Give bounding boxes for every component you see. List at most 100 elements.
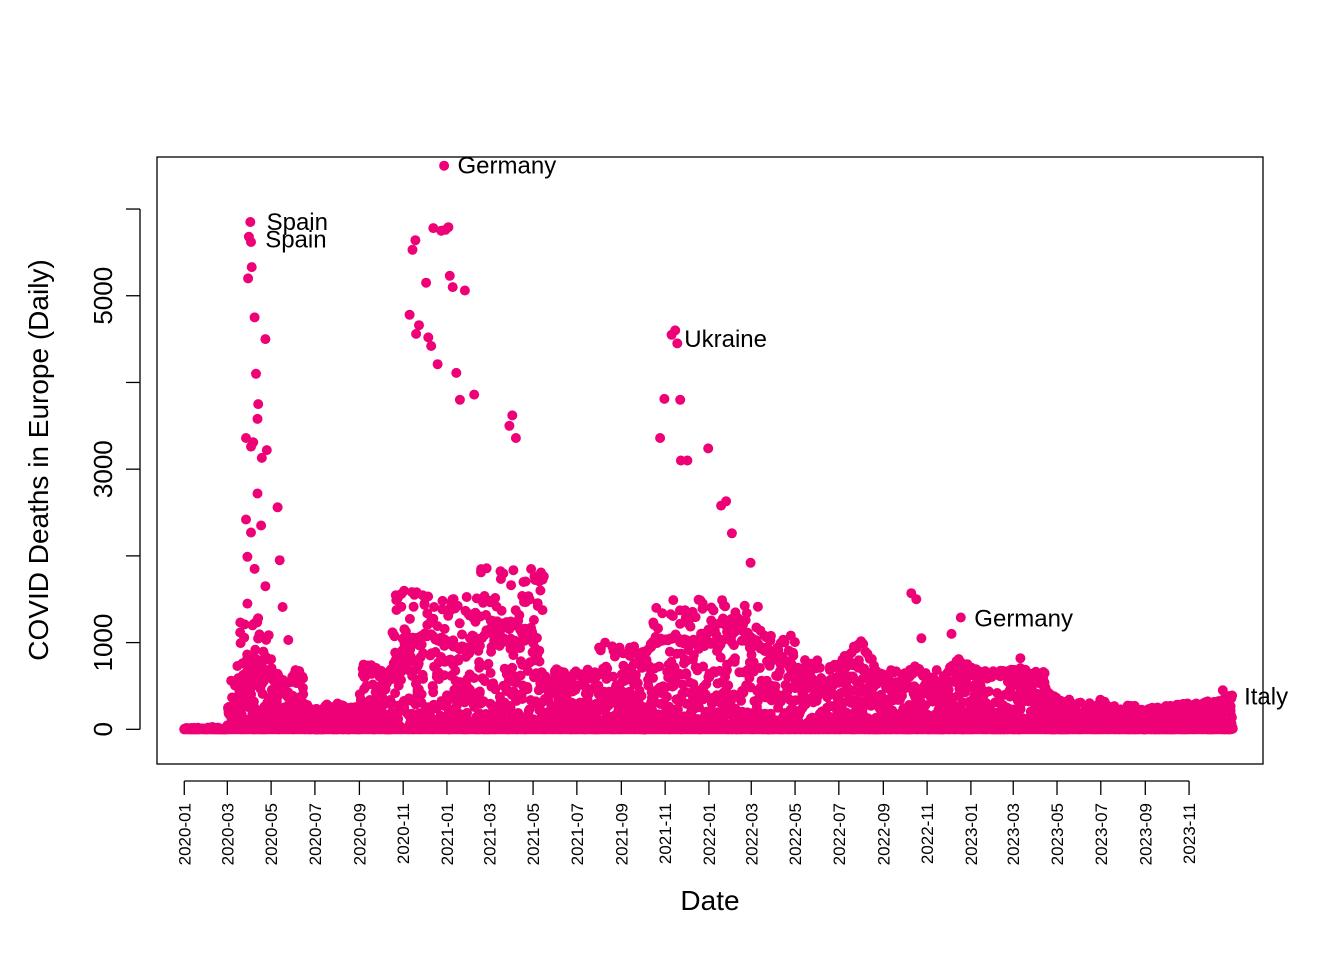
x-tick-label: 2022-05 <box>786 803 805 865</box>
data-point <box>537 605 548 616</box>
data-point <box>789 637 800 648</box>
data-point <box>697 603 708 614</box>
x-tick-label: 2021-01 <box>438 803 457 865</box>
data-point <box>451 367 462 378</box>
data-point <box>260 334 271 345</box>
point-annotation: Italy <box>1244 683 1288 710</box>
data-point <box>680 605 690 616</box>
data-point <box>535 585 546 596</box>
data-point <box>754 663 765 673</box>
data-point <box>508 650 519 661</box>
data-point <box>469 673 479 683</box>
data-point <box>399 585 410 596</box>
data-point <box>241 433 251 443</box>
data-point <box>703 443 714 454</box>
data-point <box>454 394 465 405</box>
data-point <box>396 601 407 612</box>
data-point <box>690 612 701 623</box>
data-point <box>946 628 957 639</box>
data-point <box>461 592 472 602</box>
data-point <box>943 684 954 695</box>
data-point <box>498 568 509 579</box>
data-point <box>298 673 308 684</box>
data-point <box>528 615 539 625</box>
data-point <box>252 488 263 499</box>
data-point <box>745 557 756 568</box>
data-point <box>474 688 485 699</box>
data-point <box>481 563 492 574</box>
data-point <box>608 671 619 682</box>
data-point <box>788 647 798 658</box>
data-point <box>730 653 740 664</box>
data-point <box>490 593 501 603</box>
data-point <box>444 270 455 281</box>
data-point <box>246 527 256 538</box>
data-point <box>524 594 535 605</box>
data-point <box>256 520 267 531</box>
x-axis-title: Date <box>680 885 739 916</box>
data-point <box>779 637 790 648</box>
data-point <box>812 655 823 666</box>
data-point <box>681 669 692 680</box>
x-tick-label: 2022-03 <box>742 803 761 865</box>
data-point <box>524 704 535 715</box>
data-point <box>252 413 263 424</box>
data-point <box>429 602 440 612</box>
x-tick-label: 2023-09 <box>1136 803 1155 865</box>
x-tick-label: 2020-01 <box>175 803 194 865</box>
data-point <box>245 217 256 227</box>
point-annotation: Germany <box>974 605 1073 632</box>
data-point <box>410 235 421 246</box>
data-point <box>983 686 994 697</box>
data-point <box>246 262 257 273</box>
data-point <box>486 646 497 657</box>
data-point <box>411 328 422 339</box>
data-point <box>891 666 902 677</box>
data-point <box>728 640 739 651</box>
data-point <box>538 571 549 582</box>
data-point <box>595 645 606 656</box>
data-point <box>752 601 763 612</box>
y-tick-label: 1000 <box>88 614 118 672</box>
data-point <box>242 598 253 609</box>
data-point <box>377 711 388 722</box>
data-point <box>726 528 737 539</box>
data-point <box>407 244 418 255</box>
data-point <box>437 595 448 606</box>
data-point <box>752 694 763 705</box>
data-point <box>274 555 285 566</box>
data-point <box>694 702 704 713</box>
data-point <box>506 580 517 591</box>
data-point <box>251 368 261 379</box>
data-point <box>390 688 401 699</box>
data-point <box>682 455 693 466</box>
data-point <box>510 433 521 443</box>
data-point <box>443 222 454 233</box>
data-point <box>396 674 406 685</box>
data-point <box>452 600 463 611</box>
data-point <box>609 651 620 662</box>
x-tick-label: 2023-05 <box>1048 803 1067 865</box>
data-point <box>247 620 258 631</box>
point-annotation: Ukraine <box>684 326 767 353</box>
data-point <box>507 410 518 421</box>
data-point <box>253 399 264 410</box>
data-point <box>720 601 731 612</box>
y-tick-label: 3000 <box>88 440 118 498</box>
data-point <box>439 160 450 171</box>
x-tick-label: 2021-03 <box>480 803 499 865</box>
data-point <box>249 563 260 574</box>
data-point <box>416 689 427 700</box>
data-point <box>297 682 308 693</box>
highlight-points-layer <box>239 160 1238 701</box>
plot-frame <box>156 156 1264 765</box>
point-annotation: Spain <box>267 209 328 236</box>
x-tick-label: 2023-03 <box>1004 803 1023 865</box>
x-tick-label: 2021-11 <box>656 803 675 864</box>
data-point <box>765 630 776 641</box>
data-point <box>485 668 496 678</box>
data-point <box>691 689 702 700</box>
